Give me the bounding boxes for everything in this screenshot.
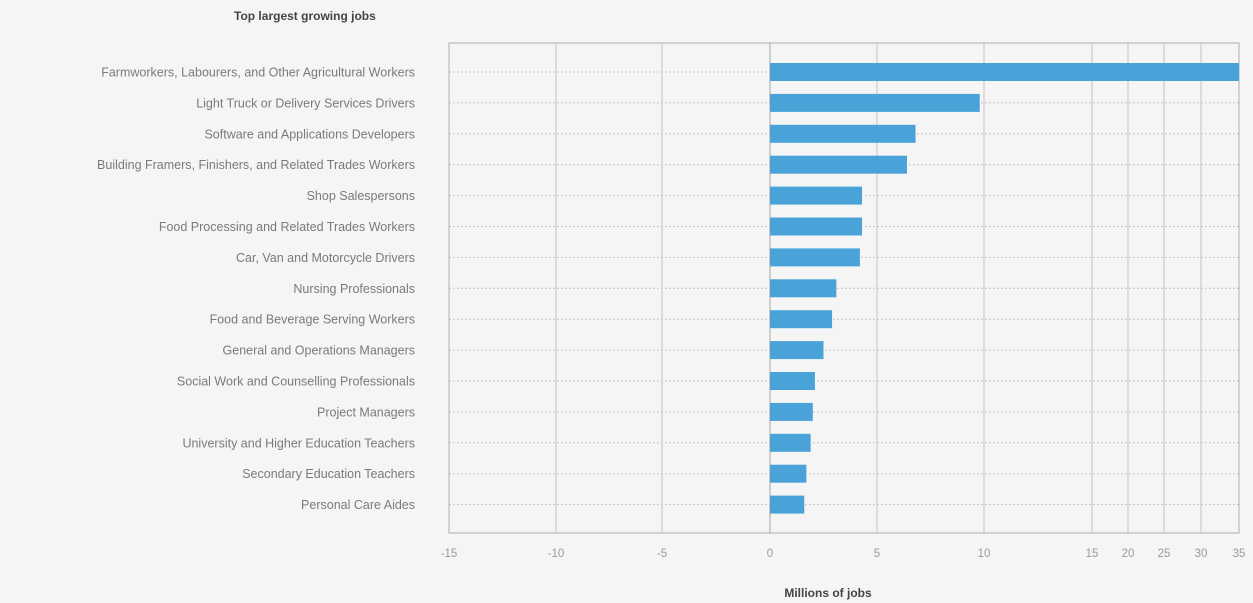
category-label: Building Framers, Finishers, and Related… bbox=[97, 158, 415, 172]
category-label: Software and Applications Developers bbox=[204, 127, 415, 141]
category-label: Social Work and Counselling Professional… bbox=[177, 375, 415, 389]
bar bbox=[770, 310, 833, 329]
bar bbox=[770, 279, 837, 298]
bar bbox=[770, 124, 916, 143]
category-label: University and Higher Education Teachers bbox=[182, 436, 415, 450]
x-axis-title: Millions of jobs bbox=[784, 586, 872, 600]
bar bbox=[770, 433, 811, 452]
grid-lines bbox=[449, 43, 1239, 533]
plot-frame bbox=[448, 42, 1240, 534]
x-tick-label: 0 bbox=[767, 548, 773, 560]
bar bbox=[770, 63, 1239, 81]
category-label: Food Processing and Related Trades Worke… bbox=[159, 220, 415, 234]
x-tick-label: 25 bbox=[1158, 548, 1171, 560]
bar bbox=[770, 93, 980, 112]
x-tick-label: 5 bbox=[874, 548, 880, 560]
bar bbox=[770, 155, 907, 174]
x-tick-label: 15 bbox=[1086, 548, 1099, 560]
category-label: Personal Care Aides bbox=[301, 498, 415, 512]
category-label: General and Operations Managers bbox=[223, 344, 415, 358]
x-tick-label: -5 bbox=[657, 548, 667, 560]
bar bbox=[770, 217, 863, 236]
x-tick-label: 30 bbox=[1195, 548, 1208, 560]
category-label: Farmworkers, Labourers, and Other Agricu… bbox=[101, 66, 415, 80]
category-label: Food and Beverage Serving Workers bbox=[210, 313, 415, 327]
x-tick-label: 20 bbox=[1122, 548, 1135, 560]
category-labels: Farmworkers, Labourers, and Other Agricu… bbox=[97, 66, 415, 513]
category-label: Nursing Professionals bbox=[293, 282, 415, 296]
x-tick-label: 10 bbox=[978, 548, 991, 560]
bar bbox=[770, 341, 824, 360]
category-label: Project Managers bbox=[317, 405, 415, 419]
x-tick-labels: -15 -10 -5 0 5 10 15 20 25 30 35 bbox=[441, 548, 1246, 560]
x-tick-label: -15 bbox=[441, 548, 458, 560]
bar bbox=[770, 402, 813, 421]
x-tick-label: 35 bbox=[1233, 548, 1246, 560]
bars bbox=[770, 63, 1239, 514]
bar bbox=[770, 248, 860, 267]
bar bbox=[770, 495, 805, 514]
category-label: Secondary Education Teachers bbox=[242, 467, 415, 481]
chart-title: Top largest growing jobs bbox=[234, 9, 376, 23]
bar bbox=[770, 372, 815, 390]
bar bbox=[770, 464, 807, 483]
category-label: Light Truck or Delivery Services Drivers bbox=[196, 96, 415, 110]
x-tick-label: -10 bbox=[548, 548, 565, 560]
bar bbox=[770, 186, 863, 205]
category-label: Car, Van and Motorcycle Drivers bbox=[236, 251, 415, 265]
category-label: Shop Salespersons bbox=[307, 189, 415, 203]
